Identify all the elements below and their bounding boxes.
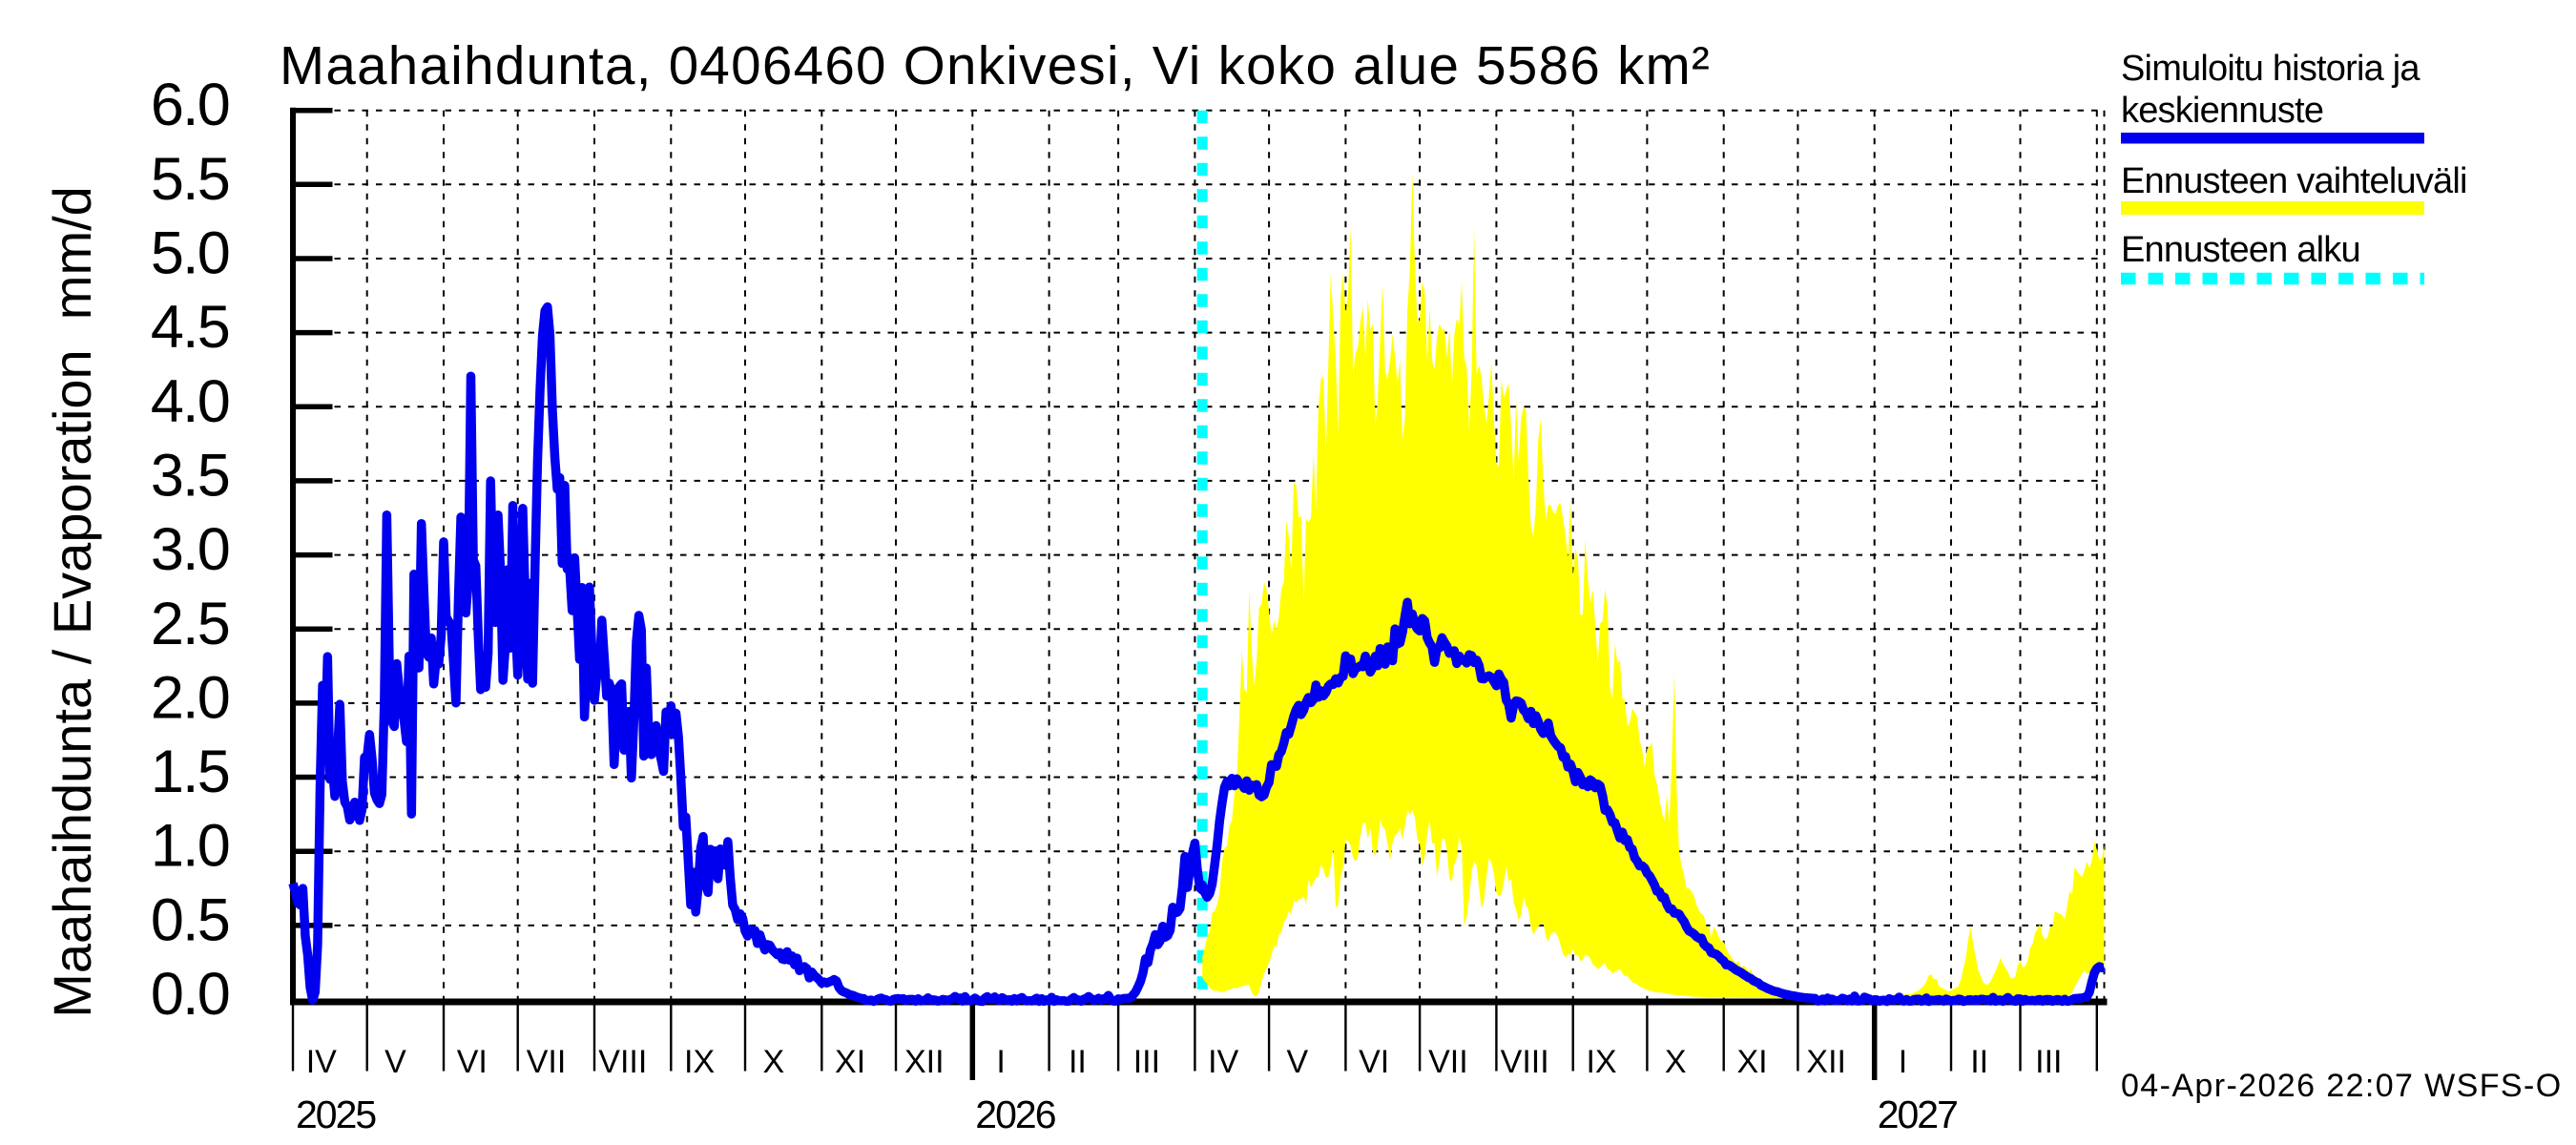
svg-text:X: X xyxy=(762,1044,784,1080)
svg-text:6.0: 6.0 xyxy=(151,72,229,138)
svg-text:2.0: 2.0 xyxy=(151,664,229,731)
svg-text:I: I xyxy=(1899,1044,1907,1080)
svg-text:5.5: 5.5 xyxy=(151,146,229,213)
svg-text:0.0: 0.0 xyxy=(151,961,229,1028)
svg-text:V: V xyxy=(1287,1044,1309,1080)
svg-text:XII: XII xyxy=(904,1044,945,1080)
svg-text:VIII: VIII xyxy=(1501,1044,1549,1080)
svg-text:Maahaihdunta, 0406460 Onkivesi: Maahaihdunta, 0406460 Onkivesi, Vi koko … xyxy=(280,35,1711,95)
svg-text:2.5: 2.5 xyxy=(151,591,229,657)
svg-text:II: II xyxy=(1970,1044,1988,1080)
svg-text:XI: XI xyxy=(835,1044,865,1080)
svg-text:X: X xyxy=(1665,1044,1687,1080)
svg-text:2026: 2026 xyxy=(975,1093,1054,1136)
svg-text:IV: IV xyxy=(1208,1044,1238,1080)
svg-text:4.5: 4.5 xyxy=(151,294,229,361)
svg-text:IV: IV xyxy=(306,1044,337,1080)
svg-text:VI: VI xyxy=(457,1044,488,1080)
svg-text:3.0: 3.0 xyxy=(151,516,229,583)
svg-text:1.0: 1.0 xyxy=(151,813,229,880)
svg-text:III: III xyxy=(2035,1044,2062,1080)
svg-text:5.0: 5.0 xyxy=(151,220,229,287)
svg-text:Simuloitu historia ja: Simuloitu historia ja xyxy=(2121,49,2420,89)
svg-text:Ennusteen vaihteluväli: Ennusteen vaihteluväli xyxy=(2121,161,2467,201)
svg-text:VIII: VIII xyxy=(598,1044,647,1080)
svg-text:0.5: 0.5 xyxy=(151,886,229,953)
svg-text:IX: IX xyxy=(1586,1044,1616,1080)
svg-text:III: III xyxy=(1133,1044,1160,1080)
svg-text:V: V xyxy=(384,1044,406,1080)
svg-text:IX: IX xyxy=(684,1044,715,1080)
svg-text:2027: 2027 xyxy=(1878,1093,1957,1136)
svg-text:04-Apr-2026 22:07 WSFS-O: 04-Apr-2026 22:07 WSFS-O xyxy=(2121,1068,2563,1104)
svg-text:XI: XI xyxy=(1736,1044,1767,1080)
svg-text:VI: VI xyxy=(1359,1044,1389,1080)
svg-text:1.5: 1.5 xyxy=(151,739,229,805)
svg-text:Ennusteen alku: Ennusteen alku xyxy=(2121,230,2360,270)
svg-text:4.0: 4.0 xyxy=(151,368,229,435)
svg-text:VII: VII xyxy=(527,1044,567,1080)
svg-text:3.5: 3.5 xyxy=(151,442,229,509)
svg-text:Maahaihdunta / Evaporation mm: Maahaihdunta / Evaporation mm/d xyxy=(42,186,102,1018)
svg-text:I: I xyxy=(996,1044,1005,1080)
svg-text:2025: 2025 xyxy=(296,1093,376,1136)
svg-text:II: II xyxy=(1069,1044,1087,1080)
svg-text:XII: XII xyxy=(1806,1044,1846,1080)
svg-text:VII: VII xyxy=(1428,1044,1468,1080)
svg-text:keskiennuste: keskiennuste xyxy=(2121,91,2323,131)
